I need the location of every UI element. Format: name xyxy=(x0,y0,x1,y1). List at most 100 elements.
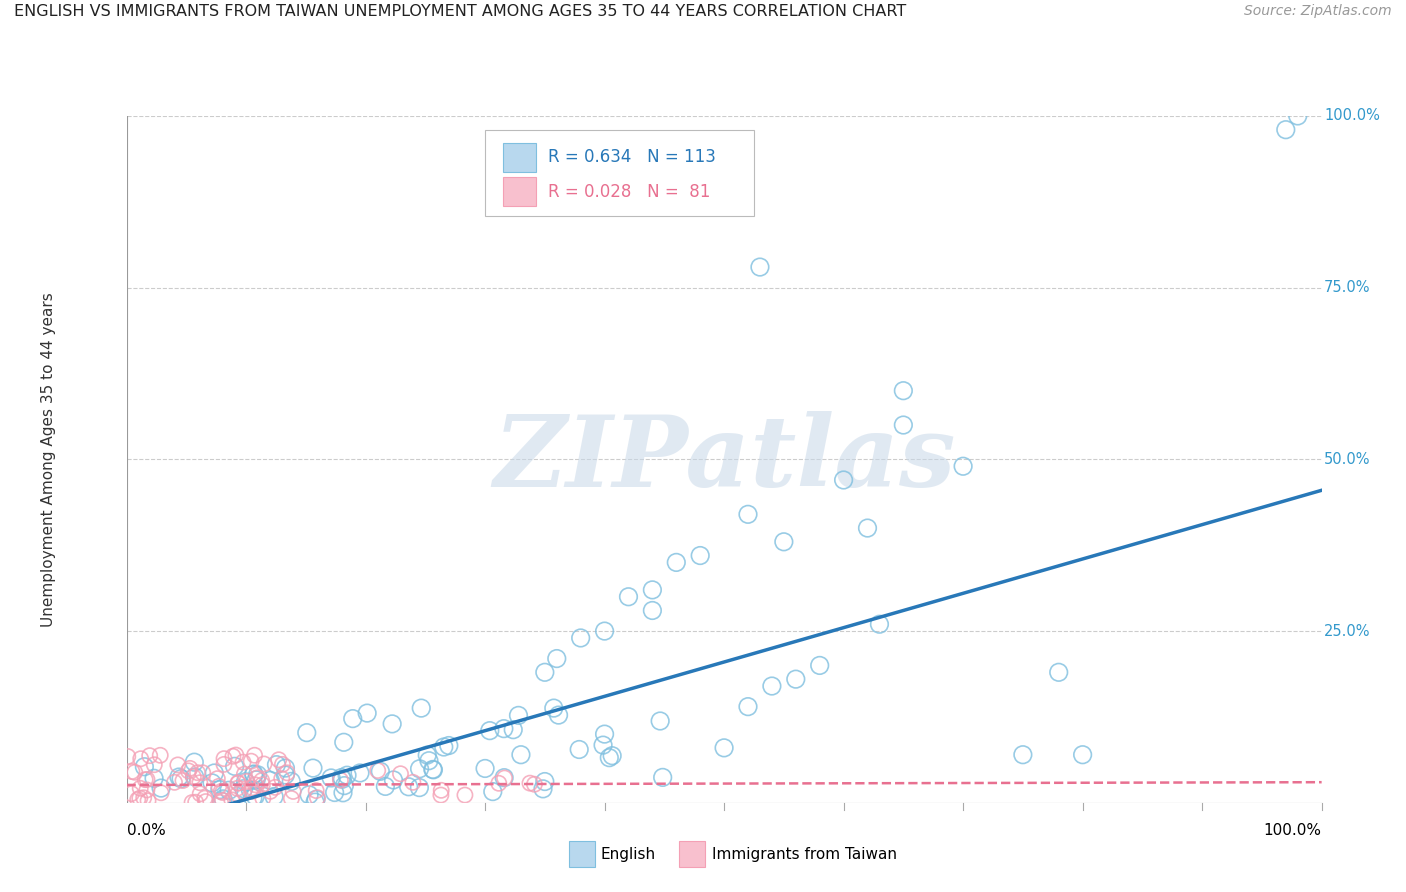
Point xyxy=(228,776,250,790)
Point xyxy=(225,747,247,762)
Point xyxy=(183,755,205,769)
Text: Source: ZipAtlas.com: Source: ZipAtlas.com xyxy=(1244,4,1392,19)
Point xyxy=(307,790,329,805)
Point xyxy=(433,739,456,754)
Point xyxy=(891,384,914,398)
Point xyxy=(295,725,318,739)
Point xyxy=(418,754,440,768)
Point xyxy=(592,738,614,752)
Point xyxy=(546,651,568,665)
Point xyxy=(283,784,305,798)
Point xyxy=(170,772,193,786)
Point xyxy=(183,770,205,784)
Point xyxy=(167,770,190,784)
Text: R = 0.028   N =  81: R = 0.028 N = 81 xyxy=(548,183,711,201)
Point xyxy=(832,473,855,487)
Point xyxy=(617,590,640,604)
Point xyxy=(127,792,149,806)
Point xyxy=(149,748,172,763)
Point xyxy=(208,780,231,794)
Point xyxy=(250,773,273,788)
Point xyxy=(233,767,256,781)
Point xyxy=(478,723,501,738)
Point xyxy=(374,780,396,794)
Text: 0.0%: 0.0% xyxy=(127,823,166,838)
Point xyxy=(650,714,672,728)
Point xyxy=(330,771,353,785)
Point xyxy=(264,780,287,795)
Point xyxy=(211,793,233,807)
Text: ENGLISH VS IMMIGRANTS FROM TAIWAN UNEMPLOYMENT AMONG AGES 35 TO 44 YEARS CORRELA: ENGLISH VS IMMIGRANTS FROM TAIWAN UNEMPL… xyxy=(14,4,907,20)
Point xyxy=(333,735,356,749)
Point xyxy=(523,777,546,791)
Point xyxy=(302,761,325,775)
Point xyxy=(430,788,453,802)
Point xyxy=(201,776,224,790)
Point xyxy=(129,752,152,766)
Point xyxy=(304,795,326,809)
Point xyxy=(305,783,328,797)
Point xyxy=(1047,665,1070,680)
Point xyxy=(134,760,156,774)
Point xyxy=(398,780,420,794)
Point xyxy=(509,747,531,762)
Point xyxy=(336,768,359,782)
Point xyxy=(218,783,240,797)
FancyBboxPatch shape xyxy=(485,129,754,216)
Text: R = 0.634   N = 113: R = 0.634 N = 113 xyxy=(548,148,716,166)
Point xyxy=(212,757,235,772)
Point xyxy=(280,791,302,805)
Point xyxy=(641,582,664,597)
Point xyxy=(245,778,267,792)
Point xyxy=(120,787,142,801)
Point xyxy=(270,772,292,786)
Point xyxy=(381,717,404,731)
Point xyxy=(569,631,592,645)
Point xyxy=(252,791,274,805)
Point xyxy=(181,796,204,810)
Point xyxy=(259,773,281,788)
Bar xyxy=(568,841,595,867)
Point xyxy=(166,758,188,772)
Point xyxy=(411,701,433,715)
Point xyxy=(356,706,378,720)
Point xyxy=(1274,122,1296,136)
Point xyxy=(136,794,159,808)
Point xyxy=(188,787,211,801)
Text: ZIPatlas: ZIPatlas xyxy=(494,411,955,508)
Point xyxy=(689,549,711,563)
Point xyxy=(547,708,569,723)
Text: 50.0%: 50.0% xyxy=(1324,452,1371,467)
Text: Unemployment Among Ages 35 to 44 years: Unemployment Among Ages 35 to 44 years xyxy=(41,292,56,627)
Point xyxy=(121,764,143,779)
Point xyxy=(209,784,232,798)
Point xyxy=(150,780,173,795)
Point xyxy=(474,761,496,775)
Point xyxy=(416,748,439,763)
Point xyxy=(138,748,160,763)
Point xyxy=(212,792,235,806)
Point xyxy=(243,767,266,781)
Point xyxy=(389,766,412,780)
Point xyxy=(785,672,807,686)
Point xyxy=(209,794,232,808)
Point xyxy=(408,780,430,795)
Point xyxy=(184,770,207,784)
Point xyxy=(600,748,623,763)
Point xyxy=(240,780,263,795)
Point xyxy=(737,508,759,522)
Point xyxy=(117,749,139,764)
Point xyxy=(492,722,515,736)
Point xyxy=(422,763,444,777)
Point xyxy=(422,763,444,777)
Point xyxy=(129,781,152,796)
Point xyxy=(593,624,616,639)
Point xyxy=(1286,109,1309,123)
Point xyxy=(222,749,245,764)
Point xyxy=(342,712,364,726)
Point xyxy=(211,785,233,799)
Point xyxy=(274,768,297,782)
Point xyxy=(267,753,290,767)
Point xyxy=(235,774,257,789)
Point xyxy=(177,764,200,778)
